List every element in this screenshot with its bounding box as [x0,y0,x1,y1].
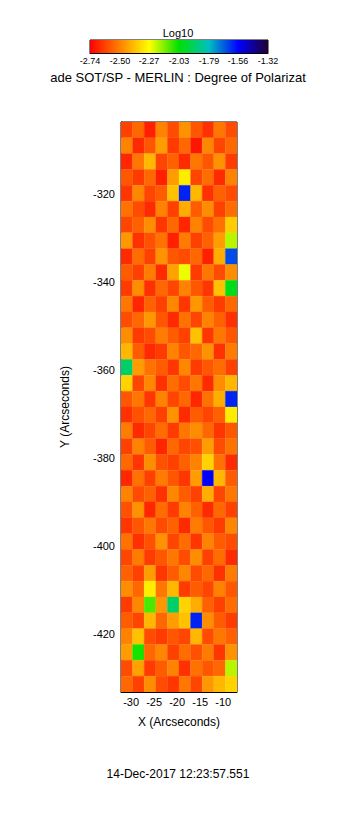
svg-text:14-Dec-2017 12:23:57.551: 14-Dec-2017 12:23:57.551 [107,767,250,781]
svg-text:-2.27: -2.27 [139,56,160,66]
svg-text:-25: -25 [146,696,162,708]
svg-text:Log10: Log10 [163,27,194,39]
svg-text:-30: -30 [123,696,139,708]
svg-text:-2.50: -2.50 [110,56,131,66]
svg-text:-2.03: -2.03 [169,56,190,66]
svg-text:-15: -15 [192,696,208,708]
svg-text:-1.56: -1.56 [228,56,249,66]
svg-text:-2.74: -2.74 [80,56,101,66]
svg-text:-1.32: -1.32 [258,56,279,66]
svg-text:-10: -10 [215,696,231,708]
svg-text:-320: -320 [93,188,115,200]
svg-text:-360: -360 [93,364,115,376]
svg-text:-420: -420 [93,628,115,640]
svg-text:X (Arcseconds): X (Arcseconds) [138,715,220,729]
svg-text:-340: -340 [93,276,115,288]
svg-text:-400: -400 [93,540,115,552]
svg-text:ade SOT/SP - MERLIN : Degree o: ade SOT/SP - MERLIN : Degree of Polariza… [50,70,306,85]
svg-text:-20: -20 [169,696,185,708]
svg-text:-1.79: -1.79 [199,56,220,66]
svg-text:Y (Arcseconds): Y (Arcseconds) [58,366,72,448]
svg-text:-380: -380 [93,452,115,464]
